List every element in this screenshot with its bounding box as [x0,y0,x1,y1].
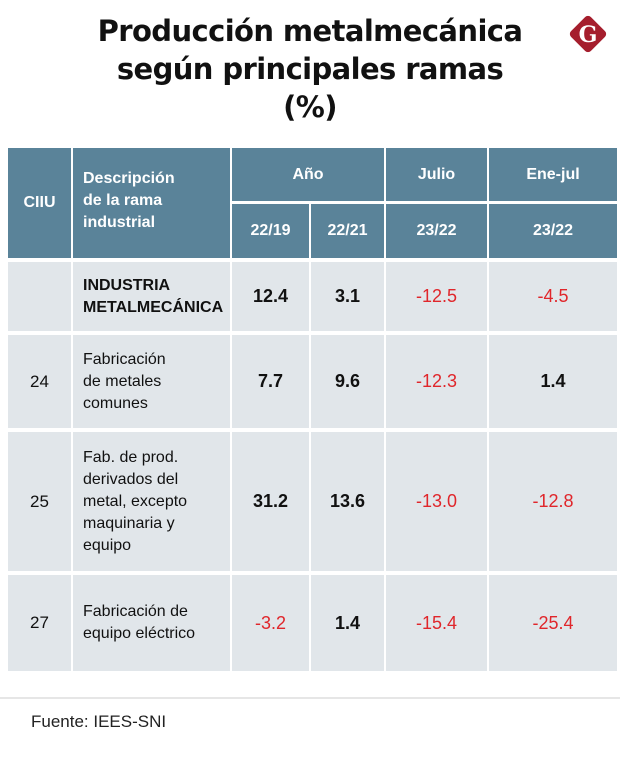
header-sub-22-21: 22/21 [311,204,384,258]
row-ciiu: 25 [8,432,71,571]
row-ciiu: 27 [8,575,71,671]
row-value: -13.0 [386,432,487,571]
header-group-julio: Julio [386,148,487,201]
row-description-line: equipo eléctrico [83,625,196,642]
title-line-3: (%) [283,90,337,124]
row-value: -25.4 [489,575,617,671]
header-description-line: de la rama [83,192,163,209]
gestion-logo-icon: G [569,15,607,53]
source-note: Fuente: IEES-SNI [31,712,167,731]
header-sub-22-19: 22/19 [232,204,309,258]
row-description: Fab. de prod. derivados del metal, excepto… [73,432,230,571]
row-description-line: comunes [83,394,148,412]
row-value: -12.3 [386,335,487,428]
row-description-line: equipo [83,536,132,554]
chart-title: Producción metalmecánica según principal… [0,12,620,126]
row-description-line: INDUSTRIA [83,276,171,294]
row-description: INDUSTRIA METALMECÁNICA [73,262,230,331]
row-description-line: de metales [83,372,162,390]
row-value: 1.4 [311,575,384,671]
title-line-1: Producción metalmecánica [97,14,523,48]
footer-divider [0,697,620,699]
header-description: Descripción de la rama industrial [73,148,230,258]
row-value: -15.4 [386,575,487,671]
row-value: -3.2 [232,575,309,671]
row-description-line: METALMECÁNICA [83,298,224,316]
header-sub-ene-jul-23-22: 23/22 [489,204,617,258]
row-description-line: Fab. de prod. [83,448,179,466]
logo-diamond [569,15,607,53]
row-value: -4.5 [489,262,617,331]
row-value: 31.2 [232,432,309,571]
header-description-line: industrial [83,214,156,231]
row-value: -12.8 [489,432,617,571]
header-group-ano: Año [232,148,384,201]
header-sub-julio-23-22: 23/22 [386,204,487,258]
row-description-line: metal, excepto [83,492,188,510]
header-ciiu: CIIU [8,148,71,258]
row-description-line: maquinaria y [83,514,175,532]
row-ciiu: 24 [8,335,71,428]
header-group-ene-jul: Ene-jul [489,148,617,201]
row-description: Fabricación de metales comunes [73,335,230,428]
row-description-line: Fabricación [83,350,166,368]
row-value: -12.5 [386,262,487,331]
row-ciiu [8,262,71,331]
header-description-line: Descripción [83,170,175,187]
row-value: 13.6 [311,432,384,571]
row-value: 12.4 [232,262,309,331]
row-value: 3.1 [311,262,384,331]
title-line-2: según principales ramas [116,52,504,86]
row-value: 9.6 [311,335,384,428]
row-value: 7.7 [232,335,309,428]
row-description-line: derivados del [83,470,179,488]
row-description: Fabricación de equipo eléctrico [73,575,230,671]
row-description-line: Fabricación de [83,603,188,620]
row-value: 1.4 [489,335,617,428]
logo-letter: G [579,22,598,48]
